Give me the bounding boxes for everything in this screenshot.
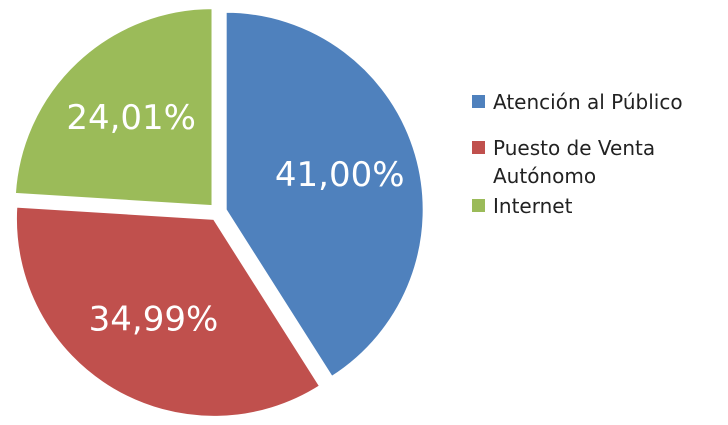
legend-label: Internet bbox=[493, 194, 573, 218]
data-label: 24,01% bbox=[66, 98, 196, 138]
legend: Atención al Público Puesto de Venta Autón… bbox=[472, 88, 722, 238]
pie-slice bbox=[14, 205, 322, 418]
legend-swatch bbox=[472, 141, 485, 154]
data-label: 34,99% bbox=[89, 300, 219, 340]
legend-label: Atención al Público bbox=[493, 90, 683, 114]
legend-swatch bbox=[472, 199, 485, 212]
pie-slice bbox=[224, 10, 425, 379]
legend-item: Puesto de Venta Autónomo bbox=[472, 134, 722, 190]
legend-item: Atención al Público bbox=[472, 88, 722, 116]
legend-item: Internet bbox=[472, 192, 722, 220]
legend-label: Puesto de Venta Autónomo bbox=[493, 136, 656, 188]
pie-slice bbox=[13, 7, 214, 208]
legend-swatch bbox=[472, 95, 485, 108]
data-label: 41,00% bbox=[275, 155, 405, 195]
